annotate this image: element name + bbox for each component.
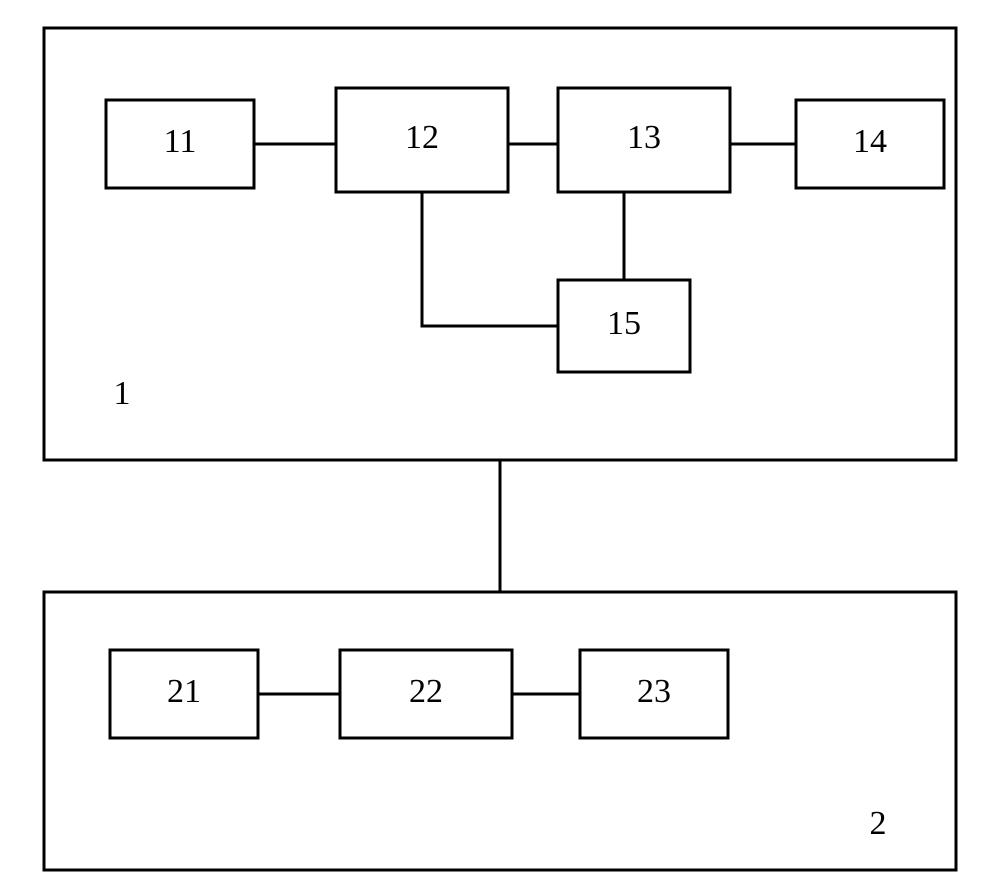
node-23-label: 23 (637, 673, 671, 710)
group-1-label: 1 (114, 375, 131, 412)
node-22-label: 22 (409, 673, 443, 710)
node-12-label: 12 (405, 119, 439, 156)
node-21-label: 21 (167, 673, 201, 710)
block-diagram: 121112131415212223 (0, 0, 1000, 883)
node-15-label: 15 (607, 305, 641, 342)
node-14-label: 14 (853, 123, 887, 160)
node-11-label: 11 (164, 123, 197, 160)
node-13-label: 13 (627, 119, 661, 156)
group-2-label: 2 (870, 805, 887, 842)
